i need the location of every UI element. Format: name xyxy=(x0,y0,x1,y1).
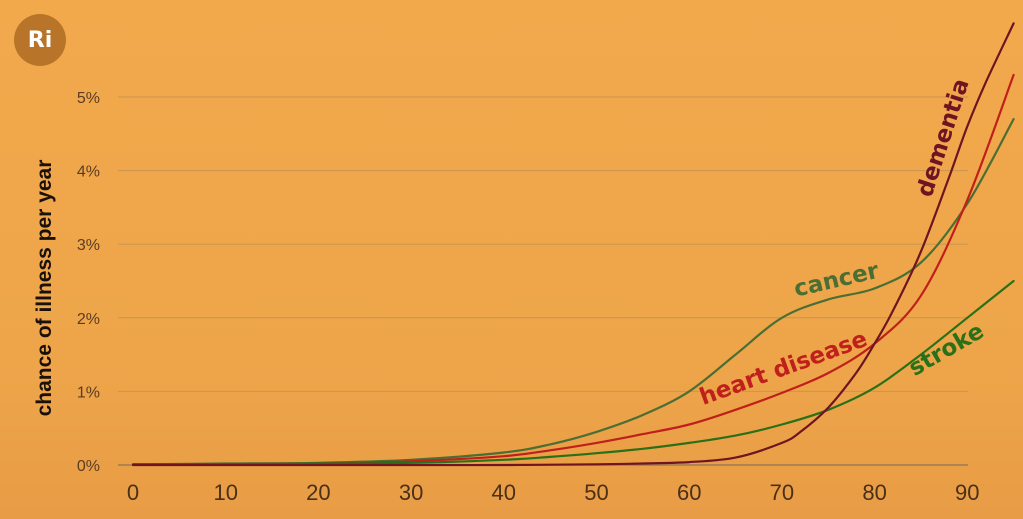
series-line-dementia xyxy=(131,22,1015,467)
y-tick-label: 5% xyxy=(77,90,100,107)
series-lines xyxy=(131,22,1015,467)
x-tick-label: 10 xyxy=(213,480,237,505)
series-label-cancer: cancer xyxy=(792,258,882,303)
brand-logo: Ri xyxy=(14,14,66,66)
x-tick-label: 0 xyxy=(127,480,139,505)
x-axis-ticks: 0 10 20 30 40 50 60 70 80 90 xyxy=(127,480,980,505)
series-label-dementia: dementia xyxy=(912,76,975,200)
y-tick-label: 4% xyxy=(77,164,100,181)
series-label-stroke: stroke xyxy=(904,318,988,382)
y-tick-label: 0% xyxy=(77,458,100,475)
x-tick-label: 50 xyxy=(584,480,608,505)
y-tick-label: 1% xyxy=(77,384,100,401)
y-axis-ticks: 0% 1% 2% 3% 4% 5% xyxy=(77,90,100,475)
x-tick-label: 70 xyxy=(770,480,794,505)
series-label-heart-disease: heart disease xyxy=(696,326,871,411)
x-tick-label: 30 xyxy=(399,480,423,505)
x-tick-label: 20 xyxy=(306,480,330,505)
x-tick-label: 40 xyxy=(492,480,516,505)
x-tick-label: 80 xyxy=(862,480,886,505)
x-tick-label: 90 xyxy=(955,480,979,505)
series-line-heart-disease xyxy=(131,73,1015,466)
y-tick-label: 2% xyxy=(77,311,100,328)
x-tick-label: 60 xyxy=(677,480,701,505)
series-line-stroke xyxy=(131,279,1015,466)
y-axis-label: chance of illness per year xyxy=(33,160,56,417)
series-labels: dementia cancer heart disease stroke xyxy=(696,76,988,411)
y-tick-label: 3% xyxy=(77,237,100,254)
